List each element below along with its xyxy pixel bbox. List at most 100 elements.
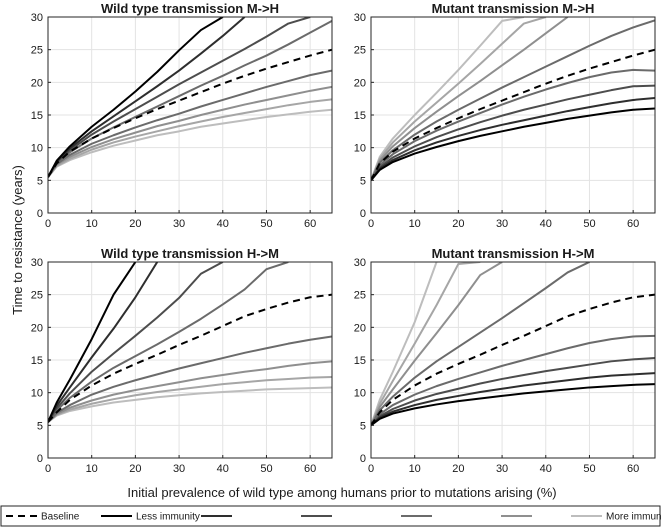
series-line-less-immunity (371, 383, 655, 427)
series-line-immunity-level-5 (48, 69, 332, 178)
x-tick-label: 20 (129, 463, 141, 475)
x-tick-label: 10 (409, 218, 421, 230)
x-tick-label: 20 (129, 218, 141, 230)
series-line-less-immunity (48, 262, 137, 423)
x-tick-label: 30 (173, 463, 185, 475)
series-line-immunity-level-6 (48, 85, 332, 178)
x-tick-label: 40 (217, 463, 229, 475)
y-tick-label: 10 (354, 143, 366, 155)
y-tick-label: 30 (31, 257, 43, 269)
series-line-immunity-level-2 (48, 262, 159, 423)
series-line-immunity-level-5 (371, 262, 590, 426)
x-tick-label: 30 (496, 218, 508, 230)
series-line-immunity-level-3 (371, 357, 655, 427)
y-tick-label: 30 (31, 12, 43, 24)
panel-mutant-m-h: Mutant transmission M->H 0 10 20 30 40 50 60 0 5… (354, 1, 656, 230)
y-tick-label: 10 (31, 388, 43, 400)
legend-label: Baseline (41, 512, 80, 523)
x-tick-label: 0 (368, 463, 374, 475)
x-tick-label: 60 (304, 463, 316, 475)
x-tick-label: 60 (627, 218, 639, 230)
y-tick-label: 20 (31, 322, 43, 334)
series-line-less-immunity (48, 17, 224, 178)
y-tick-label: 20 (354, 322, 366, 334)
x-tick-label: 10 (86, 218, 98, 230)
y-tick-label: 5 (360, 420, 366, 432)
y-tick-label: 10 (31, 143, 43, 155)
y-tick-label: 5 (37, 175, 43, 187)
panel-title: Wild type transmission H->M (101, 246, 279, 261)
series-line-immunity-level-6 (371, 17, 569, 181)
series-line-immunity-level-6 (48, 360, 332, 423)
series-line-baseline (48, 293, 332, 423)
legend-label: Less immunity (136, 512, 200, 523)
y-tick-label: 15 (31, 355, 43, 367)
x-tick-label: 40 (217, 218, 229, 230)
series-line-immunity-level-3 (48, 262, 224, 423)
series-line-immunity-level-3 (48, 17, 311, 178)
y-tick-label: 0 (37, 208, 43, 220)
series-line-baseline (371, 293, 655, 426)
series-line-baseline (48, 48, 332, 178)
y-tick-label: 5 (37, 420, 43, 432)
panel-title: Mutant transmission M->H (432, 1, 595, 16)
x-tick-label: 20 (452, 218, 464, 230)
series-line-immunity-level-6 (371, 262, 503, 426)
panel-title: Mutant transmission H->M (432, 246, 595, 261)
y-tick-label: 25 (354, 290, 366, 302)
y-tick-label: 5 (360, 175, 366, 187)
x-tick-label: 0 (45, 463, 51, 475)
series-line-immunity-level-2 (371, 97, 655, 181)
y-tick-label: 20 (31, 77, 43, 89)
series-line-immunity-level-2 (48, 17, 246, 178)
series-line-immunity-level-3 (371, 84, 655, 181)
series-line-immunity-level-4 (48, 262, 289, 423)
x-tick-label: 50 (583, 463, 595, 475)
x-tick-label: 40 (540, 218, 552, 230)
y-tick-label: 30 (354, 12, 366, 24)
panel-mutant-h-m: Mutant transmission H->M 0 10 20 30 40 50 60 0 5… (354, 246, 656, 475)
series-line-immunity-level-5 (371, 19, 655, 181)
series-line-immunity-level-7 (371, 262, 481, 426)
series-line-immunity-level-4 (371, 68, 655, 181)
y-tick-label: 30 (354, 257, 366, 269)
series-line-immunity-level-7 (371, 17, 547, 181)
x-tick-label: 40 (540, 463, 552, 475)
x-tick-label: 0 (368, 218, 374, 230)
y-tick-label: 25 (31, 290, 43, 302)
x-tick-label: 10 (409, 463, 421, 475)
x-tick-label: 60 (627, 463, 639, 475)
x-axis-label: Initial prevalence of wild type among hu… (127, 485, 556, 500)
legend: Baseline Less immunity More immunity (0, 505, 662, 527)
panel-title: Wild type transmission M->H (101, 1, 279, 16)
y-tick-label: 20 (354, 77, 366, 89)
y-tick-label: 10 (354, 388, 366, 400)
series-line-immunity-level-7 (48, 98, 332, 178)
series-line-more-immunity (48, 386, 332, 423)
x-tick-label: 60 (304, 218, 316, 230)
series-line-more-immunity (48, 108, 332, 178)
series-line-immunity-level-5 (48, 335, 332, 423)
series-line-immunity-level-2 (371, 372, 655, 427)
y-tick-label: 25 (31, 45, 43, 57)
panel-wild-type-h-m: Wild type transmission H->M 0 10 20 30 40 50 6… (31, 246, 333, 475)
series-line-baseline (371, 48, 655, 181)
x-tick-label: 0 (45, 218, 51, 230)
y-tick-label: 0 (360, 208, 366, 220)
series-line-less-immunity (371, 107, 655, 181)
y-tick-label: 0 (37, 453, 43, 465)
y-tick-label: 25 (354, 45, 366, 57)
y-axis-label: Time to resistance (years) (10, 165, 25, 315)
y-tick-label: 15 (354, 355, 366, 367)
x-tick-label: 50 (260, 218, 272, 230)
x-tick-label: 30 (173, 218, 185, 230)
x-tick-label: 30 (496, 463, 508, 475)
y-tick-label: 0 (360, 453, 366, 465)
x-tick-label: 20 (452, 463, 464, 475)
series-line-immunity-level-4 (371, 334, 655, 426)
panel-wild-type-m-h: Wild type transmission M->H 0 10 20 30 40 50 6… (31, 1, 333, 230)
series-line-more-immunity (371, 17, 525, 181)
x-tick-label: 50 (260, 463, 272, 475)
y-tick-label: 15 (354, 110, 366, 122)
